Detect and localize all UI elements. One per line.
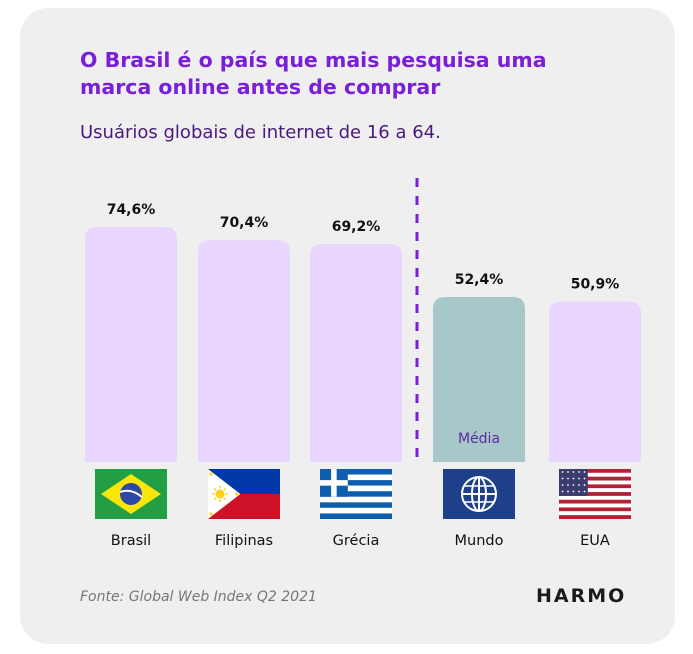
category-label: Grécia (333, 533, 380, 549)
source-note: Fonte: Global Web Index Q2 2021 (80, 589, 317, 605)
category-label: Brasil (111, 533, 151, 549)
bar-brasil (85, 227, 177, 462)
value-label: 70,4% (220, 215, 269, 231)
chart-subtitle: Usuários globais de internet de 16 a 64. (80, 122, 441, 143)
harmo-logo: HARMO (536, 585, 627, 607)
value-label: 74,6% (107, 202, 156, 218)
bar-mundo (433, 296, 525, 462)
brazil-flag-icon (95, 469, 167, 519)
usa-flag-icon (559, 469, 631, 519)
greece-flag-icon (320, 469, 392, 519)
chart-title: O Brasil é o país que mais pesquisa uma … (80, 48, 547, 99)
bar-eua (549, 301, 641, 462)
value-label: 52,4% (455, 272, 504, 288)
category-label: EUA (580, 533, 610, 549)
world-globe-icon (443, 469, 515, 519)
philippines-flag-icon (208, 469, 280, 519)
category-label: Mundo (455, 533, 504, 549)
bar-filipinas (198, 240, 290, 462)
value-label: 50,9% (571, 277, 620, 293)
category-label: Filipinas (215, 533, 273, 549)
value-label: 69,2% (332, 219, 381, 235)
bar-grécia (310, 244, 402, 462)
average-annotation: Média (458, 431, 500, 447)
